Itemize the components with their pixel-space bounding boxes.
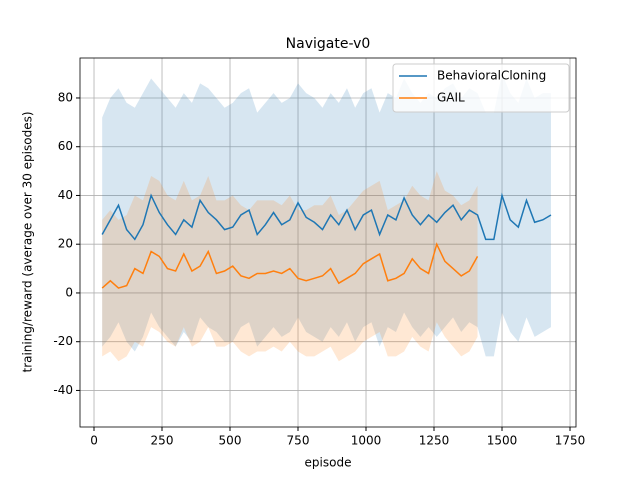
y-tick-label: -20 <box>53 334 73 348</box>
x-tick-label: 500 <box>219 434 242 448</box>
x-tick-label: 1750 <box>555 434 586 448</box>
y-axis-label: training/reward (average over 30 episode… <box>21 111 35 372</box>
legend-label: GAIL <box>437 91 465 105</box>
line <box>101 192 552 241</box>
y-tick-label: 60 <box>58 139 73 153</box>
plot-frame <box>79 57 577 428</box>
band <box>102 73 551 357</box>
x-tick-label: 1000 <box>351 434 382 448</box>
x-axis-label: episode <box>305 456 352 470</box>
legend-label: BehavioralCloning <box>437 69 546 83</box>
x-tick-label: 1250 <box>419 434 450 448</box>
x-tick-label: 0 <box>90 434 98 448</box>
x-tick-label: 750 <box>287 434 310 448</box>
x-tick-label: 250 <box>151 434 174 448</box>
y-tick-label: -40 <box>53 383 73 397</box>
line <box>101 242 479 289</box>
y-tick-label: 40 <box>58 188 73 202</box>
y-tick-label: 80 <box>58 90 73 104</box>
band <box>102 171 478 362</box>
chart-title: Navigate-v0 <box>286 36 371 52</box>
y-tick-label: 20 <box>58 237 73 251</box>
x-tick-label: 1500 <box>487 434 518 448</box>
y-tick-label: 0 <box>65 285 73 299</box>
legend-box <box>392 63 570 113</box>
